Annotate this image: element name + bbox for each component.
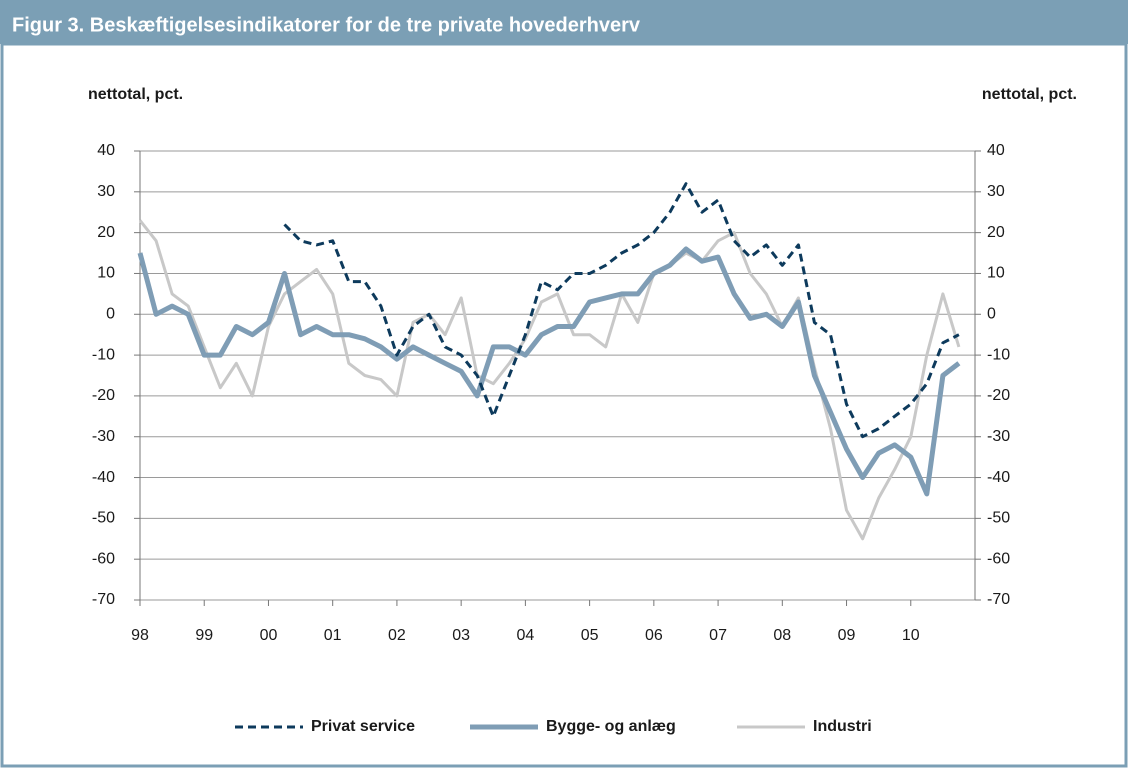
y-tick-label: -70 xyxy=(92,591,115,608)
x-tick-label: 00 xyxy=(260,627,278,644)
y-tick-label: 0 xyxy=(106,305,115,322)
y2-tick-label: -70 xyxy=(987,591,1010,608)
y-tick-label: 30 xyxy=(97,183,115,200)
frame xyxy=(0,42,1128,768)
y-tick-label: -40 xyxy=(92,469,115,486)
y-tick-label: 20 xyxy=(97,224,115,241)
legend-label: Industri xyxy=(813,718,872,735)
y2-tick-label: 40 xyxy=(987,142,1005,159)
x-tick-label: 03 xyxy=(452,627,470,644)
x-tick-label: 05 xyxy=(581,627,599,644)
x-tick-label: 98 xyxy=(131,627,149,644)
y-tick-label: -20 xyxy=(92,387,115,404)
y2-tick-label: -20 xyxy=(987,387,1010,404)
y2-tick-label: -50 xyxy=(987,510,1010,527)
y2-tick-label: -10 xyxy=(987,346,1010,363)
x-tick-label: 09 xyxy=(838,627,856,644)
legend-label: Bygge- og anlæg xyxy=(546,718,676,735)
x-tick-label: 06 xyxy=(645,627,663,644)
y2-tick-label: 10 xyxy=(987,265,1005,282)
x-tick-label: 01 xyxy=(324,627,342,644)
y2-tick-label: -30 xyxy=(987,428,1010,445)
y-axis-label: nettotal, pct. xyxy=(88,86,183,103)
x-tick-label: 02 xyxy=(388,627,406,644)
series-line xyxy=(138,219,961,541)
x-tick-label: 07 xyxy=(709,627,727,644)
y-tick-label: -60 xyxy=(92,550,115,567)
y2-tick-label: 0 xyxy=(987,305,996,322)
x-tick-label: 08 xyxy=(773,627,791,644)
y-tick-label: 10 xyxy=(97,265,115,282)
y-tick-label: 40 xyxy=(97,142,115,159)
header-bar xyxy=(0,0,1128,44)
y2-tick-label: -40 xyxy=(987,469,1010,486)
y-tick-label: -10 xyxy=(92,346,115,363)
y2-tick-label: 20 xyxy=(987,224,1005,241)
x-tick-label: 04 xyxy=(516,627,534,644)
y-tick-label: -30 xyxy=(92,428,115,445)
y2-tick-label: -60 xyxy=(987,550,1010,567)
chart-title: Figur 3. Beskæftigelsesindikatorer for d… xyxy=(12,14,641,36)
y2-tick-label: 30 xyxy=(987,183,1005,200)
series-line xyxy=(283,182,960,439)
y2-axis-label: nettotal, pct. xyxy=(982,86,1077,103)
series-line xyxy=(137,246,961,497)
y-tick-label: -50 xyxy=(92,510,115,527)
x-tick-label: 10 xyxy=(902,627,920,644)
x-tick-label: 99 xyxy=(195,627,213,644)
legend-label: Privat service xyxy=(311,718,415,735)
